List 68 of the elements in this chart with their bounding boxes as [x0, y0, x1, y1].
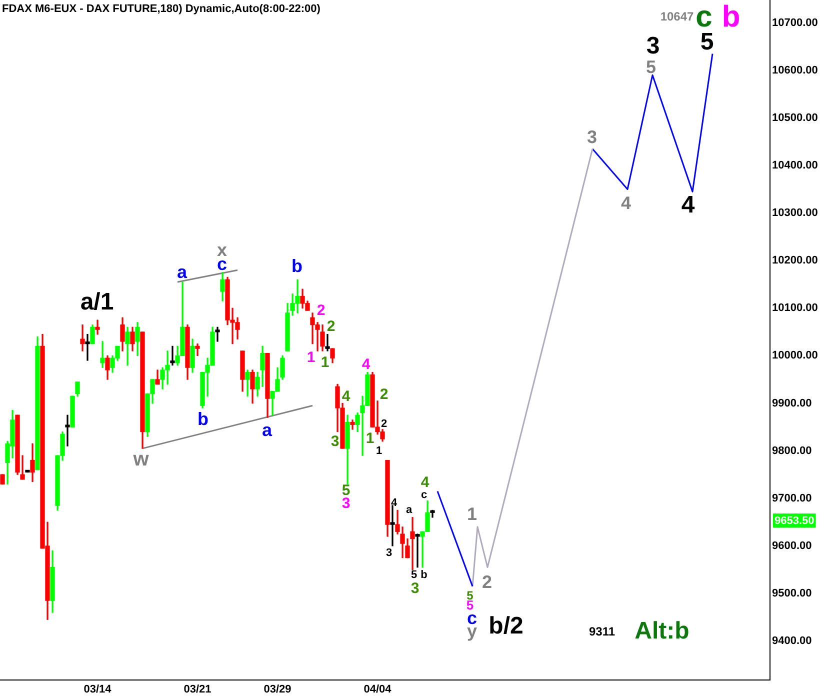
annotation: a — [262, 420, 273, 440]
y-tick-label: 10000.00 — [772, 350, 818, 362]
annotation: b — [292, 256, 302, 276]
annotation: 1 — [376, 445, 382, 458]
annotation: b — [420, 569, 428, 582]
candlestick — [415, 534, 420, 568]
candlestick — [95, 320, 100, 335]
annotation: 2 — [316, 302, 326, 320]
y-tick-label: 10300.00 — [772, 207, 818, 220]
y-tick-label: 9600.00 — [772, 540, 812, 552]
y-tick-label: 9500.00 — [772, 587, 812, 600]
annotation: 4 — [420, 474, 430, 492]
annotation: 3 — [330, 433, 340, 450]
annotation: 9653.50 — [774, 514, 814, 527]
candlestick — [215, 326, 220, 342]
annotation: 1 — [466, 504, 478, 524]
annotation: a/1 — [80, 288, 114, 316]
annotation: 9311 — [588, 624, 616, 638]
chart-title: FDAX M6-EUX - DAX FUTURE,180) Dynamic,Auto(8:00-22:00) — [2, 3, 321, 16]
x-tick-label: 03/14 — [84, 684, 112, 696]
annotation: 2 — [326, 318, 336, 336]
annotation: x — [216, 240, 228, 260]
annotation: a — [406, 504, 413, 516]
y-tick-label: 9700.00 — [772, 492, 812, 504]
x-tick-label: 03/21 — [184, 684, 212, 696]
candlestick — [390, 505, 395, 546]
annotation: w — [132, 448, 150, 471]
annotation: 3 — [586, 126, 598, 147]
annotation: 4 — [620, 192, 632, 213]
y-tick-label: 9400.00 — [772, 635, 812, 648]
y-tick-label: 9900.00 — [772, 397, 812, 410]
candlestick — [170, 346, 175, 366]
x-tick-label: 03/29 — [264, 684, 292, 696]
annotation: 3 — [410, 580, 420, 598]
y-tick-label: 10500.00 — [772, 112, 818, 124]
annotation: 2 — [482, 572, 492, 592]
candlestick — [195, 343, 200, 356]
annotation: 2 — [380, 386, 388, 404]
y-tick-label: 9800.00 — [772, 444, 812, 457]
y-tick-label: 10600.00 — [772, 64, 818, 76]
annotation: a — [176, 262, 188, 282]
candlestick — [100, 341, 105, 368]
annotation: 3 — [386, 547, 392, 560]
annotation: b/2 — [488, 612, 524, 640]
annotation: 5 — [410, 569, 418, 582]
annotation: 4 — [681, 192, 696, 219]
annotation: Alt:b — [634, 618, 690, 645]
annotation: 4 — [390, 497, 398, 510]
annotation: 10647 — [660, 9, 694, 24]
annotation: b — [198, 408, 208, 429]
y-tick-label: 10100.00 — [772, 302, 818, 314]
annotation: 1 — [306, 349, 316, 366]
candlestick — [325, 334, 330, 352]
annotation: 4 — [342, 388, 351, 406]
annotation: 2 — [380, 418, 388, 430]
candlestick — [80, 324, 85, 352]
y-tick-label: 10400.00 — [772, 160, 818, 172]
y-tick-label: 10200.00 — [772, 254, 818, 267]
y-tick-label: 10700.00 — [772, 16, 818, 29]
annotation: 3 — [342, 495, 350, 512]
annotation: 1 — [320, 354, 330, 372]
candlestick — [85, 334, 90, 361]
annotation: 1 — [366, 430, 374, 448]
annotation: b — [722, 0, 740, 34]
annotation: 4 — [362, 356, 371, 374]
candlestick — [65, 414, 70, 446]
x-tick-label: 04/04 — [364, 684, 392, 696]
annotation: c — [420, 489, 428, 502]
